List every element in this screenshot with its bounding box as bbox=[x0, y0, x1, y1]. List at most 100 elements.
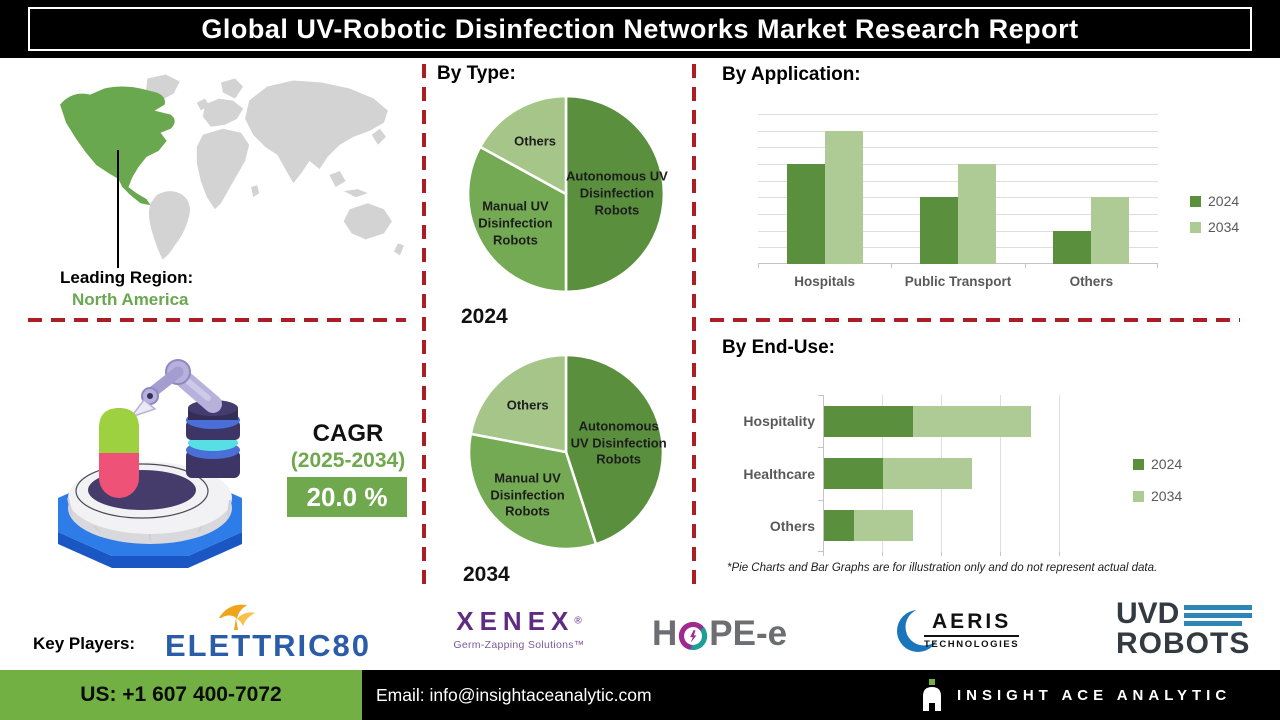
map-europe bbox=[202, 98, 244, 127]
capsule-top bbox=[99, 408, 139, 453]
pie-chart-by-type-2034: Autonomous UV Disinfection Robots Manual … bbox=[465, 351, 667, 553]
cagr-value-box: 20.0 % bbox=[287, 477, 407, 517]
legend-swatch-2034 bbox=[1133, 490, 1144, 502]
section-heading-by-end-use: By End-Use: bbox=[722, 337, 835, 358]
gridline bbox=[758, 114, 1158, 115]
axis-tick bbox=[818, 395, 823, 396]
divider-vertical-1 bbox=[422, 64, 426, 586]
axis-tick bbox=[818, 551, 823, 552]
hope-e-wordmark-h: H bbox=[652, 614, 678, 653]
aeris-sub-wordmark: TECHNOLOGIES bbox=[924, 639, 1020, 650]
pie-slice-label-manual-uv-disinfection-robots: Manual UV Disinfection Robots bbox=[490, 470, 565, 520]
legend-swatch-2024 bbox=[1133, 458, 1144, 470]
bar-others-2034 bbox=[1091, 197, 1130, 264]
axis-tick bbox=[891, 264, 893, 268]
region-pointer-line bbox=[117, 150, 119, 268]
axis-tick bbox=[941, 552, 942, 556]
xenex-wordmark: XENEX bbox=[456, 606, 575, 636]
pie-caption-2024: 2024 bbox=[461, 305, 508, 328]
pie-slice-manual-uv-disinfection-robots bbox=[467, 432, 598, 551]
category-label-healthcare: Healthcare bbox=[743, 465, 815, 482]
hope-e-swirl-icon bbox=[679, 621, 708, 651]
bar-public-transport-2034 bbox=[958, 164, 996, 264]
legend-swatch-2024 bbox=[1190, 195, 1201, 207]
robot-arm-illustration bbox=[58, 359, 242, 568]
pie-slice-label-autonomous-uv-disinfection-robots: Autonomous UV Disinfection Robots bbox=[565, 168, 668, 218]
pie-slice-autonomous-uv-disinfection-robots bbox=[564, 94, 666, 294]
legend-label-2024: 2024 bbox=[1208, 193, 1240, 209]
map-australia bbox=[343, 203, 392, 240]
map-africa bbox=[196, 128, 250, 210]
axis-tick bbox=[818, 499, 823, 501]
cagr-value: 20.0 % bbox=[306, 481, 388, 512]
pie-slice-autonomous-uv-disinfection-robots bbox=[564, 353, 665, 546]
axis-tick bbox=[882, 552, 883, 556]
axis-tick bbox=[1024, 264, 1026, 268]
category-label-hospitality: Hospitality bbox=[743, 413, 815, 430]
section-heading-by-application: By Application: bbox=[722, 64, 861, 85]
by-application-bar-chart: Hospitals Public Transport Others bbox=[758, 114, 1158, 289]
elettric80-eagle-icon bbox=[219, 604, 255, 630]
cagr-label: CAGR bbox=[312, 420, 384, 447]
robot-end-effector bbox=[128, 398, 157, 419]
leading-region-value: North America bbox=[72, 290, 189, 309]
bar-healthcare-2034 bbox=[883, 458, 972, 489]
gridline bbox=[823, 395, 824, 552]
axis-tick bbox=[758, 264, 759, 268]
bar-hospitality-2034 bbox=[912, 405, 1031, 437]
pie-slice-label-manual-uv-disinfection-robots: Manual UV Disinfection Robots bbox=[478, 198, 553, 248]
insight-ace-logo-icon bbox=[923, 679, 941, 711]
map-north-america-highlight bbox=[60, 86, 175, 206]
bar-public-transport-2024 bbox=[920, 197, 958, 264]
divider-right-horizontal bbox=[710, 318, 1240, 322]
by-end-use-stacked-chart: Hospitality Healthcare Others bbox=[743, 395, 1113, 556]
phone-number: US: +1 607 400-7072 bbox=[80, 683, 282, 706]
map-asia bbox=[245, 80, 388, 184]
leading-region-label: Leading Region: bbox=[60, 268, 194, 287]
footer-bar: US: +1 607 400-7072 Email: info@insighta… bbox=[0, 670, 1280, 720]
page-title: Global UV-Robotic Disinfection Networks … bbox=[201, 13, 1079, 44]
key-players-label: Key Players: bbox=[33, 634, 136, 653]
pie-slice-others bbox=[478, 94, 568, 196]
contact-email: Email: info@insightaceanalytic.com bbox=[376, 684, 652, 705]
section-heading-by-type: By Type: bbox=[437, 63, 516, 84]
gridline bbox=[1000, 395, 1001, 552]
legend-item-2034: 2034 bbox=[1190, 219, 1239, 235]
pie-caption-2034: 2034 bbox=[463, 563, 510, 586]
pie-slice-label-others: Others bbox=[506, 397, 549, 413]
chart-disclaimer: *Pie Charts and Bar Graphs are for illus… bbox=[727, 562, 1158, 574]
logo-hope-e: H PE-e bbox=[652, 614, 787, 654]
world-map bbox=[60, 74, 404, 260]
bar-others-2034 bbox=[853, 510, 913, 542]
category-label-others: Others bbox=[1069, 274, 1114, 289]
bar-others-2024 bbox=[824, 510, 854, 542]
cagr-period: (2025-2034) bbox=[290, 449, 406, 472]
bar-healthcare-2024 bbox=[824, 458, 883, 489]
axis-tick bbox=[1157, 264, 1158, 268]
axis-tick bbox=[823, 552, 824, 556]
brand-name: INSIGHT ACE ANALYTIC bbox=[957, 686, 1232, 704]
pie-slice-label-others: Others bbox=[514, 133, 557, 149]
gridline bbox=[1059, 395, 1060, 552]
divider-vertical-2 bbox=[692, 64, 696, 586]
bar-hospitals-2024 bbox=[786, 164, 825, 264]
xenex-registered-mark: ® bbox=[574, 615, 582, 627]
uvd-stripes-icon bbox=[1184, 605, 1253, 629]
legend-item-2034: 2034 bbox=[1133, 488, 1182, 504]
gridline bbox=[758, 130, 1158, 132]
divider-left-horizontal bbox=[28, 318, 406, 322]
legend-item-2024: 2024 bbox=[1190, 193, 1239, 209]
gridline bbox=[758, 147, 1158, 149]
pie-slice-manual-uv-disinfection-robots bbox=[466, 145, 568, 294]
xenex-tagline: Germ-Zapping Solutions™ bbox=[453, 639, 585, 651]
bar-others-2024 bbox=[1053, 230, 1092, 264]
logo-elettric80: ELETTRIC80 bbox=[165, 604, 371, 664]
category-label-others: Others bbox=[769, 517, 815, 534]
legend-swatch-2034 bbox=[1190, 221, 1201, 233]
brand-block: INSIGHT ACE ANALYTIC bbox=[920, 670, 1231, 720]
axis-tick bbox=[818, 447, 823, 449]
bar-hospitals-2034 bbox=[824, 130, 863, 264]
pie-slice-label-autonomous-uv-disinfection-robots: Autonomous UV Disinfection Robots bbox=[570, 418, 667, 468]
axis-tick bbox=[1059, 552, 1060, 556]
